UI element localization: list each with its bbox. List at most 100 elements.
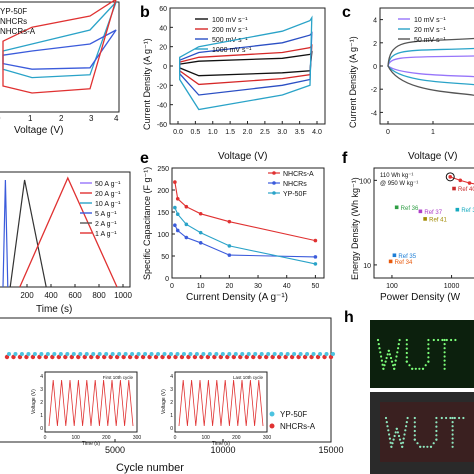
panel-b-xtick-label: 2.0 — [243, 129, 253, 136]
led-dot — [458, 416, 461, 420]
panel-b-ytick-label: -20 — [157, 83, 167, 90]
panel-f-ytick-label: 100 — [359, 178, 371, 185]
led-dot — [454, 338, 457, 342]
panel-g-data-point — [192, 354, 198, 360]
panel-e-xtick-label: 20 — [225, 283, 233, 290]
panel-e-legend-marker — [272, 181, 276, 185]
panel-g-inset-right-ytick-label: 2 — [170, 400, 173, 406]
led-dot — [388, 353, 391, 356]
panel-b: b 0.0 0.5 1.0 1.5 2.0 2.5 3.0 3.5 4.0 60 40 20 0 -20 -… — [140, 4, 326, 162]
panel-g-data-point — [50, 354, 55, 360]
panel-f-frame — [373, 167, 474, 279]
panel-g-data-point — [279, 352, 284, 356]
panel-b-series-line — [179, 15, 313, 111]
panel-e-series-line — [174, 182, 316, 242]
panel-b-xtick-label: 4.0 — [312, 129, 322, 136]
led-dot — [413, 421, 416, 424]
panel-a-legend-0: YP-50F — [0, 7, 27, 16]
led-dot — [419, 445, 422, 448]
panel-e-data-point — [227, 244, 232, 248]
panel-b-ytick-label: 0 — [163, 64, 167, 71]
panel-g-data-point — [149, 352, 154, 356]
panel-g-data-point — [251, 354, 256, 360]
panel-c-xtick-label: 1 — [431, 129, 435, 136]
panel-g-data-point — [318, 352, 323, 356]
panel-g-data-point — [188, 352, 193, 356]
panel-e-ytick-label: 100 — [157, 232, 169, 239]
panel-g-data-point — [143, 352, 148, 356]
panel-b-xtick-label: 3.5 — [295, 129, 305, 136]
led-dot — [462, 416, 465, 420]
panel-g-data-point — [194, 352, 199, 356]
panel-g-data-point — [292, 352, 297, 356]
led-dot — [395, 427, 398, 430]
panel-f-xlabel: Power Density (W — [380, 292, 461, 303]
panel-c-series-line — [387, 47, 474, 86]
led-dot — [445, 416, 448, 420]
led-dot — [421, 367, 425, 370]
panel-g-data-point — [89, 354, 94, 360]
panel-g-inset-right-xlabel: Time (s) — [212, 441, 230, 447]
panel-g-data-point — [95, 354, 100, 360]
led-dot — [435, 438, 438, 441]
panel-e-ytick-label: 50 — [161, 254, 169, 261]
led-dot — [443, 359, 446, 362]
panel-g-data-point — [121, 354, 126, 360]
panel-g-xlabel: Cycle number — [116, 462, 184, 474]
panel-g-data-point — [39, 352, 44, 356]
led-dot — [427, 360, 430, 363]
led-dot — [424, 364, 427, 367]
panel-g-legend-marker — [269, 423, 275, 429]
panel-g-frame — [0, 317, 332, 443]
panel-f: f 100 1000 100 10 110 Wh kg⁻¹ @ 950 W kg⁻¹ Ref… — [342, 150, 474, 303]
panel-e-xtick-label: 30 — [254, 283, 262, 290]
led-dot — [384, 360, 387, 363]
panel-e-xtick-label: 50 — [311, 283, 319, 290]
panel-g-inset-right-xtick-label: 100 — [201, 435, 210, 441]
led-dot — [440, 416, 443, 420]
panel-a-xtick-0: 0 — [0, 114, 1, 123]
panel-e-legend-marker — [272, 171, 276, 175]
panel-g-data-point — [309, 354, 314, 360]
led-dot — [380, 355, 383, 358]
panel-b-ylabel: Current Density (A g⁻¹) — [142, 38, 152, 130]
led-dot — [404, 429, 407, 432]
led-dot — [443, 338, 446, 342]
panel-g-data-point — [201, 352, 206, 356]
panel-g-data-point — [26, 352, 31, 356]
led-dot — [435, 416, 438, 420]
panel-c-ytick-label: -2 — [371, 87, 377, 94]
panel-g-data-point — [162, 352, 167, 356]
panel-g-data-point — [225, 354, 230, 360]
panel-f-data-point — [448, 175, 453, 179]
panel-g-data-point — [91, 352, 96, 356]
panel-g-inset-left-xtick-label: 100 — [71, 435, 80, 441]
panel-g-data-point — [233, 352, 238, 356]
panel-g-data-point — [227, 352, 232, 356]
led-dot — [422, 445, 425, 448]
panel-g-data-point — [257, 354, 262, 360]
panel-f-ref-point — [388, 259, 393, 264]
panel-g-data-point — [30, 354, 36, 360]
panel-e-ytick-label: 200 — [157, 188, 169, 195]
panel-e-xlabel: Current Density (A g⁻¹) — [186, 292, 288, 303]
panel-f-highlight-marker — [445, 172, 455, 182]
led-dot — [377, 343, 380, 346]
led-dot — [405, 360, 408, 363]
panel-c-ytick-label: 2 — [373, 41, 377, 48]
panel-g-data-point — [272, 352, 277, 356]
panel-e-ytick-label: 150 — [157, 210, 169, 217]
panel-g-data-point — [324, 352, 329, 356]
panel-b-ytick-label: -40 — [157, 103, 167, 110]
panel-d-series-line — [2, 179, 9, 288]
led-sign-wut-top — [376, 338, 457, 370]
led-dot — [405, 425, 408, 428]
panel-c-legend-label: 10 mV s⁻¹ — [414, 17, 446, 24]
panel-g-data-point — [276, 354, 282, 360]
led-dot — [443, 355, 446, 358]
panel-c-ytick-label: 0 — [373, 64, 377, 71]
led-dot — [405, 343, 408, 346]
panel-b-ytick-label: 60 — [159, 6, 167, 13]
panel-a-frame — [0, 1, 120, 113]
panel-b-xtick-label: 0.0 — [173, 129, 183, 136]
